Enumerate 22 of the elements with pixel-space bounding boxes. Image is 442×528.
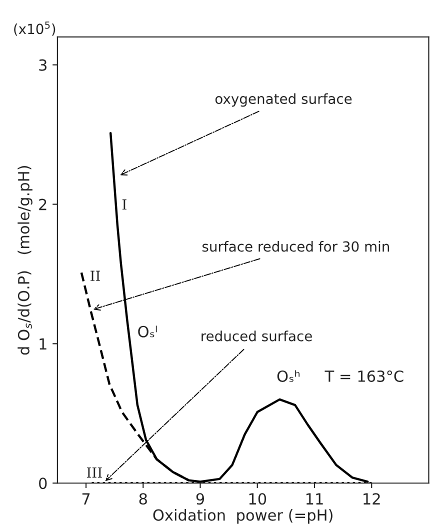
legend-label: III [86, 467, 102, 478]
y-tick-label: 1 [40, 338, 46, 350]
text: (x10$^{5}$) [14, 22, 56, 36]
y-tick-label: 2 [39, 198, 46, 210]
y-axis-title: d O$_{s}$/d(O.P) (mole/g.pH) [18, 166, 32, 355]
annotation: Oₛʰ [277, 370, 300, 382]
annotation: T = 163°C [324, 370, 404, 382]
annotation: reduced surface [202, 330, 312, 342]
series-label: I [122, 199, 126, 210]
series-label: II [90, 270, 100, 281]
annotation: Oₛˡ [138, 326, 157, 338]
annotation: surface reduced for 30 min [202, 241, 390, 252]
x-tick-label: 8 [139, 493, 147, 505]
x-tick-label: 10 [249, 493, 266, 505]
x-axis-title: Oxidation power (=pH) [153, 509, 332, 524]
y-tick-label: 3 [39, 59, 47, 71]
x-tick-label: 11 [306, 493, 323, 504]
annotation: oxygenated surface [215, 93, 352, 107]
x-tick-label: 7 [82, 493, 90, 504]
y-tick-label: 0 [39, 478, 47, 490]
x-tick-label: 12 [364, 493, 380, 504]
x-tick-label: 9 [196, 493, 204, 505]
